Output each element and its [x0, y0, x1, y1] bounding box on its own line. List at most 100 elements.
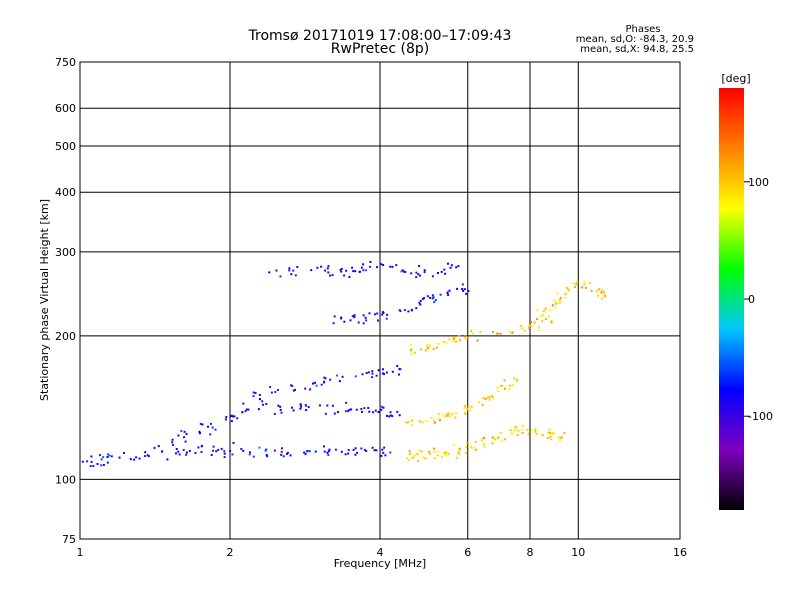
echo-point — [380, 405, 383, 408]
echo-point — [414, 453, 417, 456]
echo-point — [422, 456, 425, 459]
echo-point — [365, 450, 368, 452]
echo-point — [389, 414, 392, 417]
echo-point — [538, 329, 540, 332]
echo-point — [340, 316, 343, 319]
echo-point — [355, 408, 358, 411]
echo-point — [371, 372, 374, 375]
echo-point — [497, 436, 499, 439]
echo-point — [345, 269, 348, 272]
echo-point — [478, 401, 480, 404]
echo-point — [304, 387, 307, 390]
echo-point — [555, 302, 557, 305]
echo-point — [356, 451, 358, 454]
echo-point — [374, 313, 376, 316]
echo-point — [457, 265, 460, 268]
echo-point — [348, 408, 351, 411]
echo-point — [296, 266, 299, 268]
echo-point — [455, 266, 458, 269]
echo-point — [385, 317, 388, 320]
echo-point — [345, 401, 348, 404]
echo-point — [305, 450, 308, 453]
echo-point — [564, 296, 567, 299]
echo-point — [129, 458, 132, 461]
echo-point — [408, 450, 411, 453]
echo-point — [347, 449, 350, 452]
echo-point — [220, 447, 223, 450]
echo-point — [259, 398, 261, 401]
echo-point — [288, 269, 291, 272]
echo-point — [601, 289, 604, 291]
echo-point — [328, 448, 331, 451]
echo-point — [425, 344, 428, 347]
echo-point — [523, 329, 526, 332]
echo-point — [258, 394, 261, 396]
echo-point — [363, 407, 366, 410]
echo-point — [549, 309, 552, 312]
echo-point — [407, 421, 410, 424]
echo-point — [292, 269, 295, 272]
echo-point — [453, 444, 455, 446]
echo-point — [175, 452, 177, 455]
echo-point — [475, 449, 478, 451]
echo-point — [377, 319, 379, 322]
echo-point — [411, 457, 414, 459]
echo-point — [314, 381, 316, 384]
echo-point — [423, 269, 426, 272]
echo-point — [343, 320, 346, 323]
echo-point — [171, 438, 174, 441]
echo-point — [102, 456, 105, 459]
echo-point — [464, 404, 467, 407]
x-tick-label: 10 — [571, 546, 585, 559]
echo-point — [395, 264, 398, 267]
echo-point — [225, 416, 228, 419]
echo-point — [476, 339, 479, 342]
echo-point — [513, 377, 516, 380]
echo-point — [377, 369, 380, 372]
echo-point — [410, 420, 413, 422]
y-tick-label: 100 — [55, 473, 76, 486]
echo-point — [178, 453, 181, 456]
echo-point — [327, 271, 330, 274]
echo-point — [371, 446, 374, 449]
echo-point — [421, 421, 424, 424]
echo-point — [565, 286, 568, 289]
echo-point — [572, 282, 575, 285]
echo-point — [354, 270, 357, 273]
echo-point — [369, 265, 372, 268]
echo-point — [461, 283, 464, 286]
echo-point — [398, 414, 401, 417]
echo-point — [515, 380, 518, 383]
echo-point — [341, 375, 344, 378]
echo-point — [483, 437, 486, 440]
echo-point — [312, 382, 314, 385]
echo-point — [496, 332, 499, 335]
echo-point — [207, 425, 209, 428]
echo-point — [516, 378, 519, 381]
echo-point — [410, 343, 413, 346]
echo-point — [451, 339, 454, 342]
echo-point — [567, 290, 570, 293]
echo-point — [537, 326, 540, 328]
echo-point — [336, 374, 339, 377]
echo-point — [492, 331, 495, 334]
echo-point — [473, 447, 476, 450]
echo-point — [106, 461, 109, 464]
y-axis-label: Stationary phase Virtual Height [km] — [38, 199, 51, 401]
echo-point — [467, 405, 470, 408]
echo-point — [426, 295, 429, 298]
echo-point — [279, 275, 282, 278]
echo-point — [362, 314, 365, 317]
echo-point — [344, 410, 347, 413]
echo-point — [362, 269, 365, 272]
echo-point — [431, 275, 434, 278]
echo-point — [343, 274, 346, 277]
echo-point — [382, 406, 385, 409]
echo-point — [447, 294, 450, 297]
echo-point — [435, 346, 438, 349]
echo-point — [382, 264, 385, 266]
echo-point — [96, 463, 99, 465]
echo-point — [232, 441, 235, 444]
echo-point — [433, 419, 436, 422]
echo-point — [286, 452, 288, 455]
